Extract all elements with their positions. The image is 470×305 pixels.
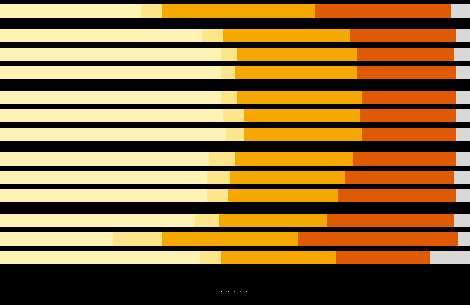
- Bar: [221, 91, 237, 104]
- Bar: [237, 91, 362, 104]
- Bar: [237, 48, 357, 61]
- Bar: [298, 232, 458, 246]
- Bar: [345, 171, 454, 184]
- Bar: [226, 127, 244, 141]
- Bar: [223, 29, 350, 42]
- Bar: [454, 48, 470, 61]
- Bar: [209, 152, 235, 166]
- Bar: [336, 251, 430, 264]
- Bar: [235, 152, 352, 166]
- Bar: [162, 4, 315, 18]
- Bar: [456, 109, 470, 122]
- Bar: [327, 214, 454, 227]
- Bar: [456, 127, 470, 141]
- Bar: [195, 214, 219, 227]
- Bar: [315, 4, 451, 18]
- Bar: [202, 29, 223, 42]
- Bar: [352, 152, 456, 166]
- Bar: [0, 48, 221, 61]
- Bar: [350, 29, 456, 42]
- Bar: [0, 109, 223, 122]
- Bar: [357, 66, 456, 79]
- Bar: [0, 214, 195, 227]
- Bar: [223, 109, 244, 122]
- Bar: [244, 127, 362, 141]
- Bar: [451, 4, 470, 18]
- Bar: [458, 232, 470, 246]
- Bar: [207, 171, 230, 184]
- Bar: [162, 232, 298, 246]
- Bar: [357, 48, 454, 61]
- Bar: [338, 189, 456, 203]
- Bar: [113, 232, 162, 246]
- Bar: [430, 251, 470, 264]
- Bar: [456, 66, 470, 79]
- Bar: [200, 251, 221, 264]
- Bar: [456, 152, 470, 166]
- Bar: [0, 66, 221, 79]
- Bar: [0, 29, 202, 42]
- Bar: [221, 251, 336, 264]
- Bar: [456, 29, 470, 42]
- Bar: [0, 4, 141, 18]
- Bar: [454, 214, 470, 227]
- Bar: [230, 171, 345, 184]
- Bar: [235, 66, 357, 79]
- Bar: [0, 189, 207, 203]
- Bar: [207, 189, 228, 203]
- Bar: [362, 91, 456, 104]
- Bar: [221, 66, 235, 79]
- Bar: [219, 214, 327, 227]
- Bar: [0, 152, 209, 166]
- Bar: [0, 232, 113, 246]
- Bar: [0, 127, 226, 141]
- Bar: [244, 109, 360, 122]
- Bar: [0, 171, 207, 184]
- Bar: [228, 189, 338, 203]
- Bar: [0, 91, 221, 104]
- Legend: , , , , : , , , ,: [221, 291, 249, 292]
- Bar: [362, 127, 456, 141]
- Bar: [456, 189, 470, 203]
- Bar: [221, 48, 237, 61]
- Bar: [141, 4, 162, 18]
- Bar: [360, 109, 456, 122]
- Bar: [454, 171, 470, 184]
- Bar: [0, 251, 200, 264]
- Bar: [456, 91, 470, 104]
